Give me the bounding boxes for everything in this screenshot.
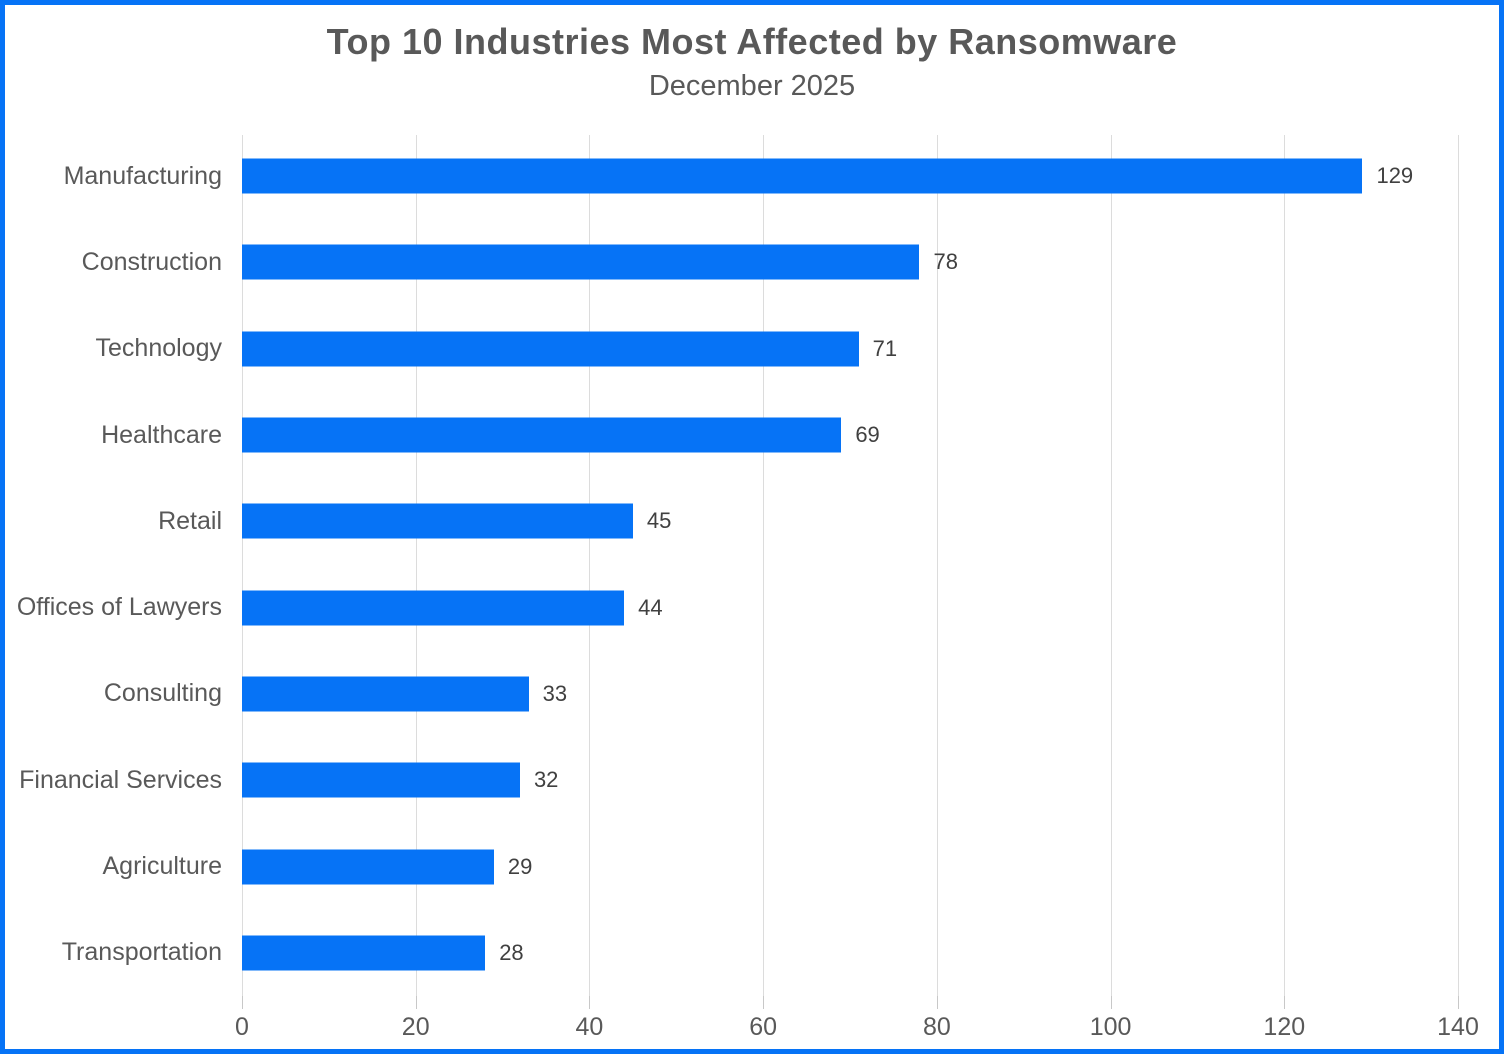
value-label: 78 <box>933 249 958 275</box>
x-axis-tick <box>763 996 765 1009</box>
x-axis-tick <box>242 996 243 1009</box>
gridline <box>242 135 243 996</box>
gridline <box>589 135 591 996</box>
bar <box>242 417 842 453</box>
bar-track: 29 <box>242 823 1458 909</box>
x-axis-tick <box>415 996 417 1009</box>
gridlines-layer <box>242 135 1459 996</box>
x-axis-tick-label: 120 <box>1263 1013 1306 1041</box>
bar-row: Offices of Lawyers 44 <box>5 564 1499 650</box>
value-label: 45 <box>646 508 672 534</box>
bar-row: Consulting 33 <box>5 651 1499 737</box>
bar-track: 28 <box>242 910 1458 996</box>
gridline <box>936 135 938 996</box>
gridline <box>1284 135 1286 996</box>
bar <box>242 331 859 367</box>
x-axis-tick-label: 100 <box>1089 1013 1132 1041</box>
bar-track: 32 <box>242 737 1458 823</box>
bar-track: 71 <box>242 306 1458 392</box>
bar-rows: Manufacturing 129 Construction 78 Technology… <box>5 133 1499 996</box>
category-label: Construction <box>81 247 222 276</box>
bar-row: Agriculture 29 <box>5 823 1499 909</box>
bar-row: Transportation 28 <box>5 910 1499 996</box>
bar <box>242 590 625 626</box>
value-label: 69 <box>855 422 880 448</box>
x-axis-tick-label: 20 <box>401 1013 430 1041</box>
bar <box>242 503 633 539</box>
bar-track: 129 <box>242 133 1458 219</box>
chart-header: Top 10 Industries Most Affected by Ranso… <box>5 5 1499 133</box>
bar <box>242 158 1363 194</box>
x-axis-tick-label: 40 <box>575 1013 604 1041</box>
bar-row: Manufacturing 129 <box>5 133 1499 219</box>
bar-track: 45 <box>242 478 1458 564</box>
value-label: 33 <box>542 680 568 706</box>
x-axis-tick-label: 140 <box>1437 1013 1479 1041</box>
gridline <box>1458 135 1459 996</box>
category-label: Technology <box>95 334 222 363</box>
category-label: Consulting <box>103 679 222 708</box>
category-label: Retail <box>158 506 222 535</box>
bar-row: Construction 78 <box>5 219 1499 305</box>
bar-row: Healthcare 69 <box>5 392 1499 478</box>
category-label: Offices of Lawyers <box>16 593 222 622</box>
x-axis-tick-label: 60 <box>749 1013 778 1041</box>
value-label: 44 <box>638 594 663 620</box>
bar <box>242 244 920 280</box>
value-label: 71 <box>872 335 898 361</box>
category-label: Manufacturing <box>63 161 222 190</box>
x-axis-tick <box>1458 996 1459 1009</box>
x-axis-tick <box>936 996 938 1009</box>
bar <box>242 935 486 971</box>
bar-track: 78 <box>242 219 1458 305</box>
value-label: 28 <box>499 939 524 965</box>
category-label: Agriculture <box>102 852 223 881</box>
x-axis-tick-label: 80 <box>922 1013 951 1041</box>
chart-subtitle: December 2025 <box>648 70 856 102</box>
x-axis: 0 20 40 60 80 100 120 140 <box>235 996 1479 1049</box>
bar <box>242 676 529 712</box>
plot-area: Manufacturing 129 Construction 78 Technology… <box>5 133 1499 996</box>
category-label: Healthcare <box>101 420 222 449</box>
bar <box>242 849 494 885</box>
category-label: Transportation <box>61 938 222 967</box>
bar-row: Retail 45 <box>5 478 1499 564</box>
chart-title: Top 10 Industries Most Affected by Ranso… <box>326 21 1178 62</box>
value-label: 32 <box>533 767 559 793</box>
x-axis-tick <box>1110 996 1112 1009</box>
bar-row: Financial Services 32 <box>5 737 1499 823</box>
value-label: 129 <box>1376 163 1414 189</box>
gridline <box>1110 135 1112 996</box>
value-label: 29 <box>507 853 533 879</box>
bar <box>242 762 520 798</box>
x-axis-tick <box>589 996 591 1009</box>
bar-track: 69 <box>242 392 1458 478</box>
x-axis-tick-label: 0 <box>235 1013 249 1041</box>
bar-track: 33 <box>242 651 1458 737</box>
x-axis-tick <box>1284 996 1286 1009</box>
category-label: Financial Services <box>19 765 222 794</box>
bar-row: Technology 71 <box>5 306 1499 392</box>
gridline <box>763 135 765 996</box>
gridline <box>415 135 417 996</box>
bar-track: 44 <box>242 564 1458 650</box>
